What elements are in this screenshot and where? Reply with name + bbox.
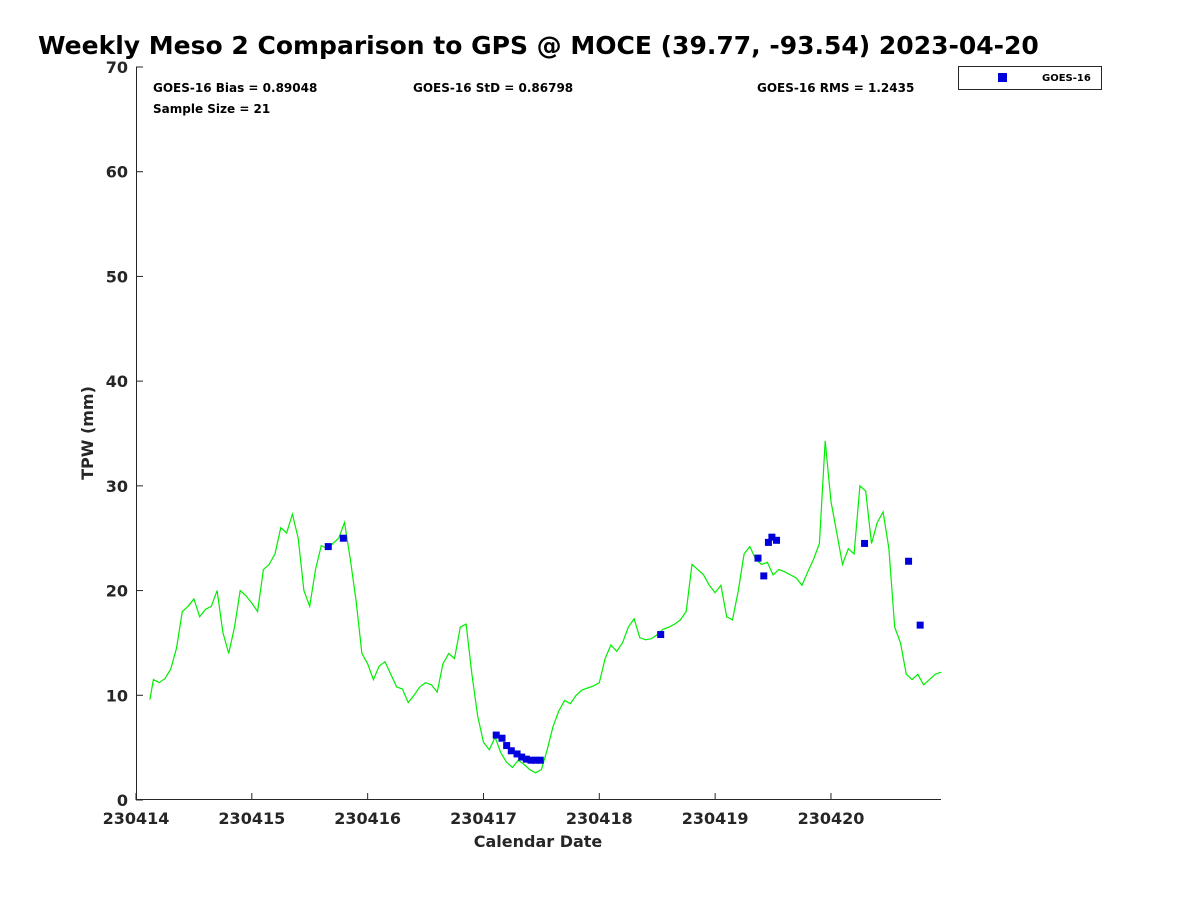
goes-16-point — [861, 539, 869, 547]
y-tick-label: 30 — [106, 477, 128, 496]
chart-title: Weekly Meso 2 Comparison to GPS @ MOCE (… — [38, 31, 1039, 60]
x-tick-label: 230418 — [566, 809, 633, 828]
x-tick-label: 230415 — [218, 809, 285, 828]
y-tick-label: 60 — [106, 163, 128, 182]
y-tick-label: 20 — [106, 582, 128, 601]
goes-16-point — [905, 557, 913, 565]
goes-16-point — [764, 538, 772, 546]
plot-area — [149, 440, 942, 774]
goes-16-point — [513, 750, 521, 758]
x-axis-label: Calendar Date — [474, 832, 603, 851]
goes-16-point — [916, 621, 924, 629]
goes-16-markers — [324, 533, 924, 764]
y-ticks: 0 10 20 30 40 50 60 70 — [106, 58, 143, 810]
goes-16-point — [773, 536, 781, 544]
stat-sample-size: Sample Size = 21 — [153, 102, 270, 116]
goes-16-point — [754, 554, 762, 562]
y-tick-label: 10 — [106, 686, 128, 705]
stat-std: GOES-16 StD = 0.86798 — [413, 81, 573, 95]
stat-bias: GOES-16 Bias = 0.89048 — [153, 81, 317, 95]
x-tick-label: 230414 — [103, 809, 170, 828]
stat-rms: GOES-16 RMS = 1.2435 — [757, 81, 914, 95]
goes-16-point — [339, 534, 347, 542]
goes-16-point — [518, 753, 526, 761]
y-tick-label: 70 — [106, 58, 128, 77]
y-tick-label: 50 — [106, 267, 128, 286]
y-axis-label: TPW (mm) — [78, 386, 97, 480]
x-tick-label: 230417 — [450, 809, 517, 828]
x-ticks: 230414 230415 230416 230417 230418 230419 2304… — [103, 793, 865, 828]
x-tick-label: 230416 — [334, 809, 401, 828]
goes-16-point — [503, 742, 511, 750]
legend: GOES-16 — [958, 66, 1102, 90]
legend-marker-goes-16 — [998, 73, 1007, 82]
goes-16-point — [768, 533, 776, 541]
legend-label-goes-16: GOES-16 — [1042, 73, 1091, 84]
goes-16-point — [492, 731, 500, 739]
goes-16-point — [507, 747, 515, 755]
goes-16-point — [522, 755, 530, 763]
goes-16-point — [498, 734, 506, 742]
goes-16-point — [536, 756, 544, 764]
x-tick-label: 230419 — [682, 809, 749, 828]
goes-16-point — [324, 543, 332, 551]
goes-16-point — [527, 756, 535, 764]
y-tick-label: 0 — [117, 791, 128, 810]
x-tick-label: 230420 — [798, 809, 865, 828]
gps-series-line — [149, 440, 942, 774]
legend-box — [958, 66, 1102, 90]
goes-16-point — [760, 572, 768, 580]
goes-16-point — [657, 631, 665, 639]
goes-16-point — [532, 756, 540, 764]
y-tick-label: 40 — [106, 372, 128, 391]
